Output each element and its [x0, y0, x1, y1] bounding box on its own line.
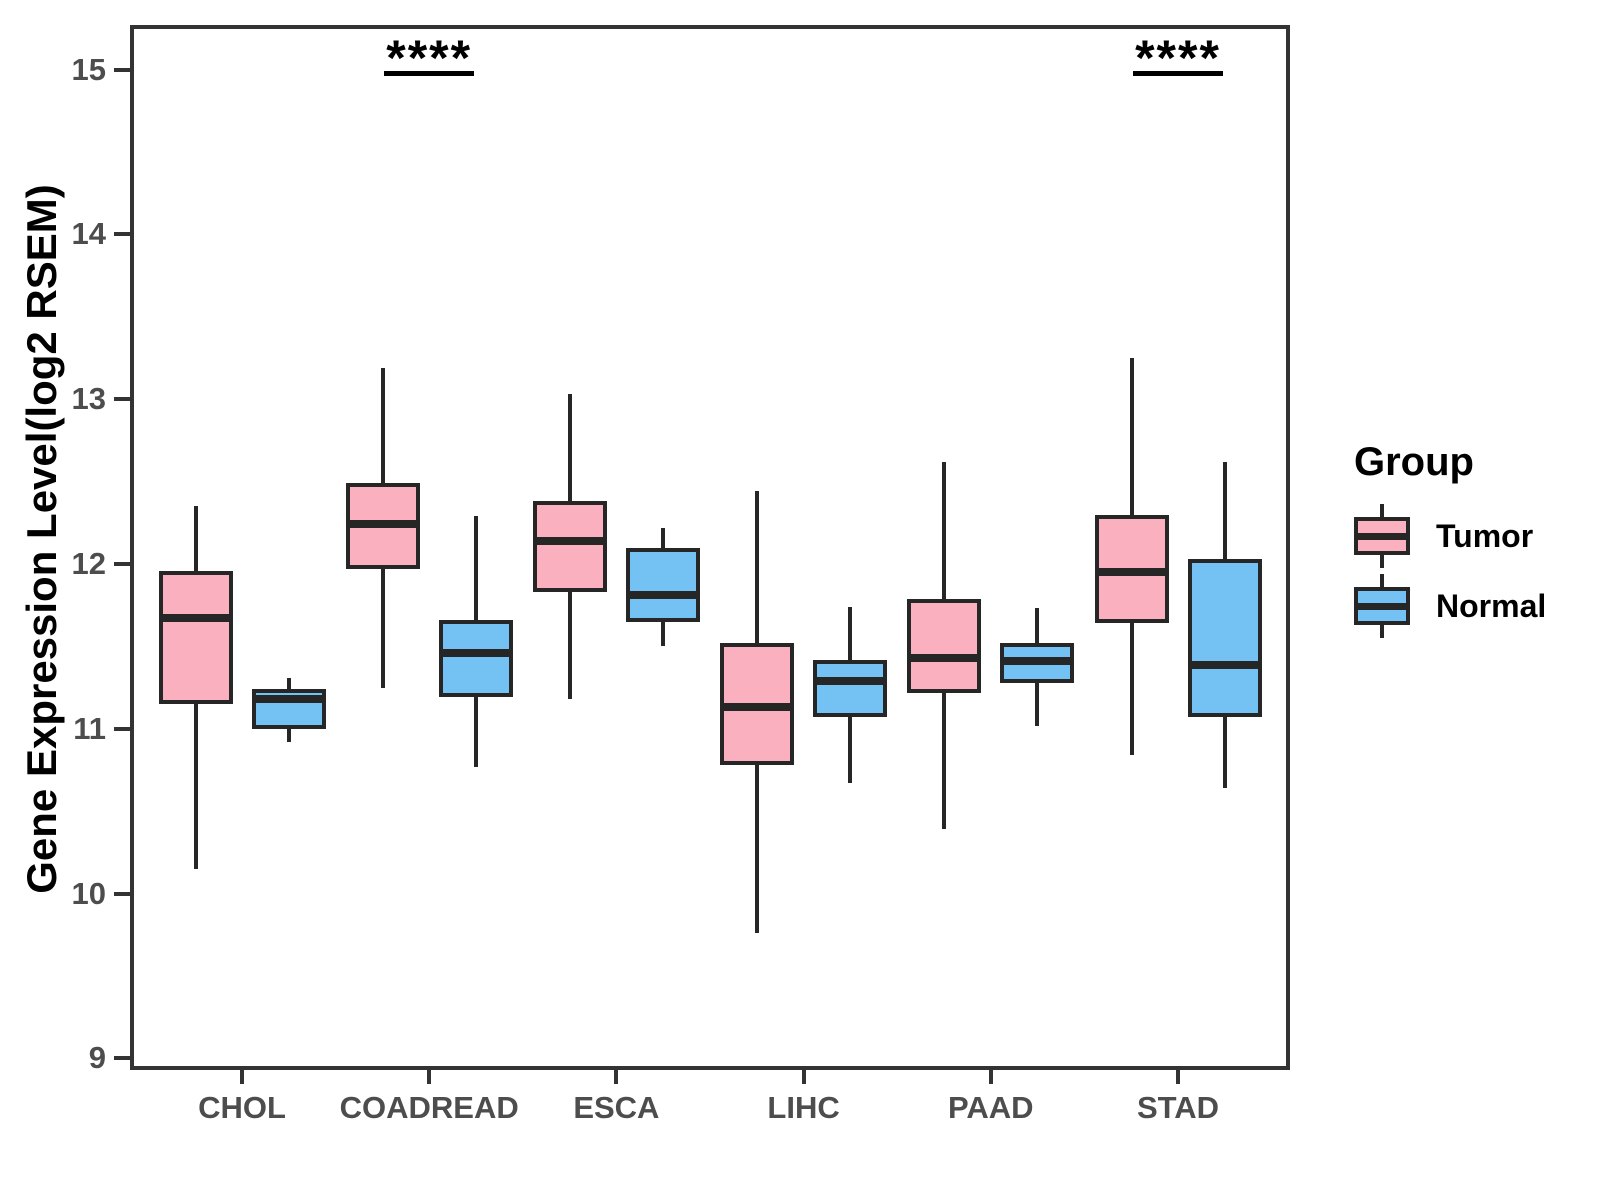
y-axis-tick	[114, 1056, 130, 1061]
boxplot-median	[1191, 660, 1258, 669]
boxplot-median	[536, 536, 603, 545]
legend: Group Tumor Normal	[1354, 440, 1600, 644]
boxplot-box-tumor-paad	[907, 598, 982, 693]
normal-boxplot-key-icon	[1354, 574, 1410, 638]
x-axis-category-label: COADREAD	[339, 1090, 519, 1125]
legend-entry-tumor: Tumor	[1354, 504, 1600, 568]
x-axis-tick	[988, 1070, 993, 1084]
boxplot-box-normal-esca	[625, 547, 700, 622]
y-axis-tick	[114, 67, 130, 72]
y-axis-tick	[114, 891, 130, 896]
boxplot-box-normal-coadread	[438, 620, 513, 698]
x-axis-category-label: CHOL	[198, 1090, 286, 1125]
boxplot-median	[349, 520, 416, 529]
x-axis-tick	[240, 1070, 244, 1084]
tumor-boxplot-key-icon	[1354, 504, 1410, 568]
y-axis-tick-label: 10	[71, 875, 106, 911]
boxplot-median	[442, 648, 509, 657]
y-axis-tick	[114, 232, 130, 237]
y-axis-tick-label: 14	[71, 216, 106, 252]
x-axis-tick	[614, 1070, 619, 1084]
legend-label-normal: Normal	[1436, 587, 1547, 624]
y-axis-tick-label: 11	[73, 710, 106, 746]
x-axis-tick	[1176, 1070, 1180, 1084]
legend-label-tumor: Tumor	[1436, 517, 1534, 554]
x-axis-category-label: PAAD	[948, 1090, 1034, 1125]
boxplot-box-tumor-chol	[158, 570, 233, 705]
key-median	[1358, 603, 1406, 610]
boxplot-median	[1004, 657, 1071, 666]
boxplot-box-tumor-esca	[532, 501, 607, 592]
boxplot-median	[1098, 568, 1165, 577]
boxplot-box-normal-lihc	[813, 659, 888, 718]
y-axis-tick-label: 15	[71, 51, 106, 87]
boxplot-box-normal-stad	[1187, 559, 1262, 718]
legend-title: Group	[1354, 440, 1474, 484]
y-axis-tick	[114, 397, 130, 402]
boxplot-median	[162, 614, 229, 623]
x-axis-tick	[427, 1070, 432, 1084]
x-axis-category-label: LIHC	[767, 1090, 840, 1125]
boxplot-median	[255, 695, 322, 704]
x-axis-tick	[801, 1070, 806, 1084]
y-axis-tick-label: 9	[88, 1040, 106, 1076]
boxplot-median	[817, 677, 884, 685]
legend-entry-normal: Normal	[1354, 574, 1600, 638]
boxplot-median	[629, 591, 696, 600]
boxplot-median	[911, 653, 978, 662]
x-axis-category-label: ESCA	[573, 1090, 660, 1125]
y-axis-tick	[114, 726, 130, 731]
significance-underline	[1133, 71, 1223, 76]
significance-underline	[384, 71, 475, 76]
y-axis-tick-label: 12	[71, 545, 106, 581]
x-axis-category-label: STAD	[1136, 1090, 1220, 1125]
boxplot-median	[724, 703, 791, 712]
key-median	[1358, 533, 1406, 540]
y-axis-tick-label: 13	[71, 381, 106, 417]
y-axis-tick	[114, 561, 130, 566]
